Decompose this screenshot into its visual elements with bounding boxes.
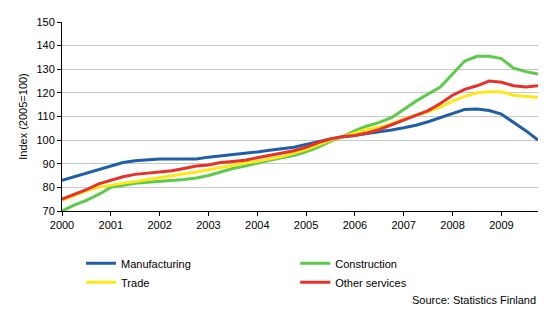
svg-text:2004: 2004: [245, 219, 269, 231]
svg-text:2000: 2000: [50, 219, 74, 231]
svg-text:2001: 2001: [99, 219, 123, 231]
svg-text:2002: 2002: [147, 219, 171, 231]
svg-text:80: 80: [43, 181, 55, 193]
svg-text:110: 110: [37, 110, 55, 122]
svg-text:2008: 2008: [440, 219, 464, 231]
svg-text:130: 130: [36, 63, 54, 75]
svg-text:Manufacturing: Manufacturing: [121, 258, 191, 270]
svg-text:2009: 2009: [489, 219, 513, 231]
svg-text:2007: 2007: [391, 219, 415, 231]
svg-text:2005: 2005: [294, 219, 318, 231]
svg-text:120: 120: [36, 87, 54, 99]
svg-text:Trade: Trade: [121, 277, 149, 289]
svg-text:2003: 2003: [196, 219, 220, 231]
svg-text:2006: 2006: [343, 219, 367, 231]
svg-text:Other services: Other services: [335, 277, 406, 289]
svg-text:Index (2005=100): Index (2005=100): [17, 73, 29, 160]
svg-text:Source: Statistics Finland: Source: Statistics Finland: [412, 294, 536, 306]
svg-text:Construction: Construction: [335, 258, 397, 270]
svg-text:70: 70: [43, 205, 55, 217]
svg-text:140: 140: [36, 39, 54, 51]
svg-text:150: 150: [36, 16, 54, 28]
svg-text:100: 100: [36, 134, 54, 146]
svg-text:90: 90: [43, 158, 55, 170]
